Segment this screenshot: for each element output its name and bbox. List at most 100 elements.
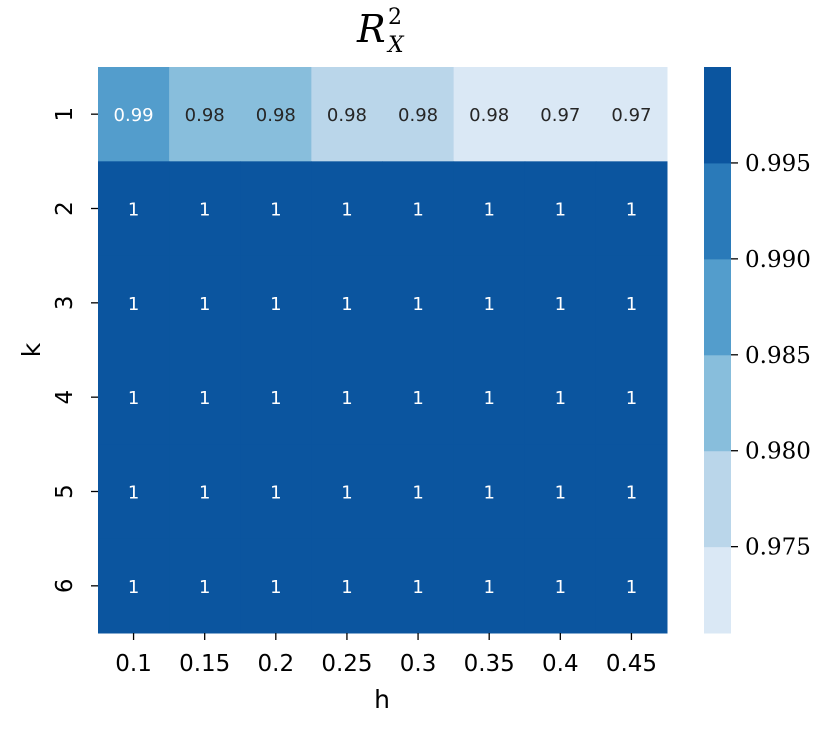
cell-annotation: 1 [341, 388, 352, 409]
cell-annotation: 1 [626, 483, 637, 504]
cell-annotation: 1 [483, 200, 494, 221]
cell-annotation: 1 [626, 388, 637, 409]
cell-annotation: 1 [483, 483, 494, 504]
heatmap-cell [311, 255, 383, 351]
colorbar-segment [704, 354, 731, 452]
x-tick-label: 0.25 [321, 651, 372, 677]
x-axis: 0.1 0.15 0.2 0.25 0.3 0.35 0.4 0.45 [115, 633, 657, 677]
cell-annotation: 0.97 [611, 105, 651, 126]
cell-annotation: 1 [412, 577, 423, 598]
cell-annotation: 1 [128, 200, 139, 221]
colorbar-segment [704, 162, 731, 260]
chart-title: R 2 X [356, 5, 405, 58]
heatmap-cell [98, 444, 170, 540]
heatmap-cell [453, 444, 526, 540]
heatmap-cell [382, 161, 455, 257]
heatmap-cell [98, 67, 170, 162]
cell-annotation: 1 [199, 388, 210, 409]
cell-annotation: 1 [626, 200, 637, 221]
heatmap-cell [311, 350, 383, 445]
heatmap-cell [169, 67, 241, 162]
cell-annotation: 0.98 [327, 105, 367, 126]
cell-annotation: 0.98 [398, 105, 438, 126]
colorbar: 0.975 0.980 0.985 0.990 0.995 [704, 67, 811, 634]
y-tick-label: 5 [52, 484, 78, 499]
cell-annotation: 1 [626, 577, 637, 598]
cell-annotation: 1 [199, 577, 210, 598]
x-axis-label: h [374, 685, 390, 714]
cell-annotations: 0.99 0.98 0.98 0.98 0.98 0.98 0.97 0.97 1 1 1 1 1 1 1 1… [114, 105, 652, 598]
cell-annotation: 1 [555, 577, 566, 598]
y-tick-label: 6 [52, 579, 78, 594]
heatmap-cell [98, 350, 170, 445]
heatmap-cell [382, 350, 455, 445]
cell-annotation: 1 [483, 388, 494, 409]
cell-annotation: 1 [270, 200, 281, 221]
cell-annotation: 0.99 [114, 105, 154, 126]
heatmap-cell [169, 444, 241, 540]
x-tick-label: 0.3 [400, 651, 437, 677]
cell-annotation: 1 [412, 483, 423, 504]
cell-annotation: 1 [341, 483, 352, 504]
heatmap-cell [524, 538, 597, 634]
colorbar-tick-label: 0.990 [745, 247, 811, 273]
y-tick-label: 3 [52, 296, 78, 311]
title-base: R [356, 7, 386, 51]
x-tick-label: 0.45 [606, 651, 657, 677]
colorbar-tick-label: 0.980 [745, 439, 811, 465]
x-tick-label: 0.15 [179, 651, 230, 677]
cell-annotation: 1 [341, 200, 352, 221]
heatmap-cell [453, 255, 526, 351]
heatmap-cell [595, 538, 668, 634]
heatmap-cell [169, 538, 241, 634]
heatmap-cell [524, 161, 597, 257]
cell-annotation: 0.98 [469, 105, 509, 126]
heatmap-cell [595, 67, 668, 162]
cell-annotation: 0.97 [540, 105, 580, 126]
cell-annotation: 1 [341, 577, 352, 598]
colorbar-tick-label: 0.985 [745, 343, 811, 369]
cell-annotation: 1 [270, 577, 281, 598]
heatmap-cell [524, 255, 597, 351]
x-tick-label: 0.1 [115, 651, 152, 677]
heatmap-cell [169, 350, 241, 445]
cell-annotation: 0.98 [185, 105, 225, 126]
x-tick-label: 0.2 [258, 651, 295, 677]
heatmap-cell [311, 538, 383, 634]
cell-annotation: 1 [128, 294, 139, 315]
heatmap-cell [382, 67, 455, 162]
cell-annotation: 1 [555, 294, 566, 315]
cell-annotation: 1 [199, 483, 210, 504]
heatmap-cell [453, 67, 526, 162]
cell-annotation: 1 [412, 200, 423, 221]
colorbar-tick-label: 0.975 [745, 535, 811, 561]
heatmap-cell [453, 161, 526, 257]
title-superscript: 2 [388, 5, 402, 30]
cell-annotation: 1 [199, 200, 210, 221]
cell-annotation: 1 [199, 294, 210, 315]
heatmap-cell [311, 161, 383, 257]
heatmap-cell [382, 538, 455, 634]
heatmap-cell [524, 444, 597, 540]
heatmap-cell [595, 255, 668, 351]
colorbar-segment [704, 67, 731, 164]
cell-annotation: 1 [555, 388, 566, 409]
heatmap-cell [524, 350, 597, 445]
heatmap-cell [453, 538, 526, 634]
heatmap-cell [240, 538, 312, 634]
cell-annotation: 1 [128, 483, 139, 504]
heatmap-cell [98, 538, 170, 634]
heatmap-cell [98, 255, 170, 351]
cell-annotation: 1 [626, 294, 637, 315]
cell-annotation: 1 [128, 577, 139, 598]
heatmap-cell [453, 350, 526, 445]
heatmap-cell [240, 255, 312, 351]
title-subscript: X [386, 33, 405, 58]
cell-annotation: 1 [412, 294, 423, 315]
heatmap-cell [169, 161, 241, 257]
cell-annotation: 1 [128, 388, 139, 409]
cell-annotation: 1 [270, 388, 281, 409]
colorbar-segment [704, 258, 731, 356]
y-tick-label: 4 [52, 390, 78, 405]
